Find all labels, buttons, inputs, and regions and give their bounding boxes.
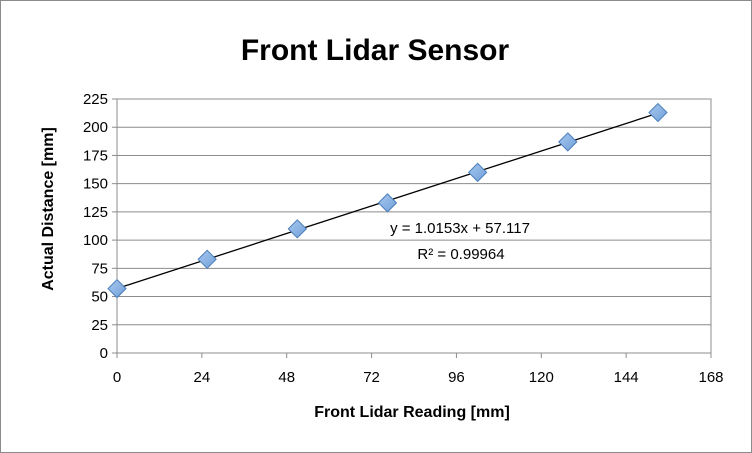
x-tick-label-144: 144 <box>614 369 639 386</box>
data-point-1 <box>197 249 217 270</box>
y-tick-label-200: 200 <box>83 119 108 136</box>
y-tick-label-125: 125 <box>83 204 108 221</box>
y-tick-label-100: 100 <box>83 232 108 249</box>
x-axis-label: Front Lidar Reading [mm] <box>314 404 510 421</box>
y-tick-label-175: 175 <box>83 147 108 164</box>
data-point-0 <box>107 278 127 299</box>
x-tick-label-96: 96 <box>448 369 465 386</box>
chart-title: Front Lidar Sensor <box>241 34 510 67</box>
x-tick-label-120: 120 <box>529 369 554 386</box>
y-tick-label-225: 225 <box>83 91 108 108</box>
x-tick-label-24: 24 <box>194 369 211 386</box>
y-axis-label: Actual Distance [mm] <box>40 127 57 291</box>
y-tick-label-25: 25 <box>91 317 108 334</box>
data-point-6 <box>648 102 668 123</box>
x-tick-label-72: 72 <box>363 369 380 386</box>
y-tick-label-75: 75 <box>91 260 108 277</box>
data-point-3 <box>377 193 398 213</box>
x-tick-label-0: 0 <box>113 369 121 386</box>
data-point-4 <box>467 162 488 183</box>
x-tick-label-48: 48 <box>278 369 295 386</box>
y-tick-label-50: 50 <box>91 289 108 306</box>
trendline-equation: y = 1.0153x + 57.117 <box>390 220 530 237</box>
data-points <box>107 102 668 299</box>
trendline-r-squared: R² = 0.99964 <box>417 246 504 263</box>
axes: 0 25 50 75 100 125 150 175 200 225 0 24 48 72 96 120 144… <box>83 91 724 386</box>
data-point-2 <box>287 219 308 239</box>
x-tick-label-168: 168 <box>698 369 723 386</box>
gridlines <box>117 98 711 326</box>
y-tick-label-150: 150 <box>83 176 108 193</box>
y-tick-label-0: 0 <box>100 345 108 362</box>
data-point-5 <box>558 132 578 152</box>
plot-area <box>116 98 712 354</box>
